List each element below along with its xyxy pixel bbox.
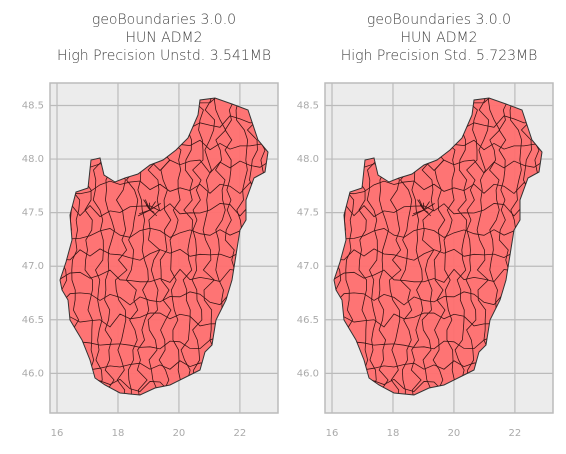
x-tick-label: 16 <box>51 428 64 439</box>
y-tick-label: 46.5 <box>297 315 319 326</box>
x-tick-label: 16 <box>326 428 339 439</box>
map-panel: geoBoundaries 3.0.0 HUN ADM2 High Precisio… <box>22 12 279 439</box>
y-tick-label: 46.5 <box>22 315 44 326</box>
x-tick-label: 20 <box>173 428 186 439</box>
y-tick-label: 48.5 <box>22 101 44 112</box>
y-tick-label: 46.0 <box>297 368 319 379</box>
x-tick-label: 18 <box>112 428 125 439</box>
y-tick-label: 47.5 <box>297 208 319 219</box>
x-tick-label: 20 <box>448 428 461 439</box>
panel-title: geoBoundaries 3.0.0 <box>92 12 236 28</box>
map-panel: geoBoundaries 3.0.0 HUN ADM2 High Precisio… <box>297 12 554 439</box>
y-tick-label: 48.0 <box>297 154 319 165</box>
x-tick-label: 18 <box>387 428 400 439</box>
y-tick-label: 47.0 <box>22 261 44 272</box>
x-tick-label: 22 <box>509 428 522 439</box>
panel-title: High Precision Std. 5.723MB <box>341 48 538 64</box>
y-tick-label: 48.0 <box>22 154 44 165</box>
y-tick-label: 47.5 <box>22 208 44 219</box>
panel-title: geoBoundaries 3.0.0 <box>367 12 511 28</box>
panel-title: High Precision Unstd. 3.541MB <box>57 48 271 64</box>
x-tick-label: 22 <box>234 428 247 439</box>
panel-title: HUN ADM2 <box>400 30 477 46</box>
y-tick-label: 46.0 <box>22 368 44 379</box>
y-tick-label: 47.0 <box>297 261 319 272</box>
panel-title: HUN ADM2 <box>125 30 202 46</box>
y-tick-label: 48.5 <box>297 101 319 112</box>
